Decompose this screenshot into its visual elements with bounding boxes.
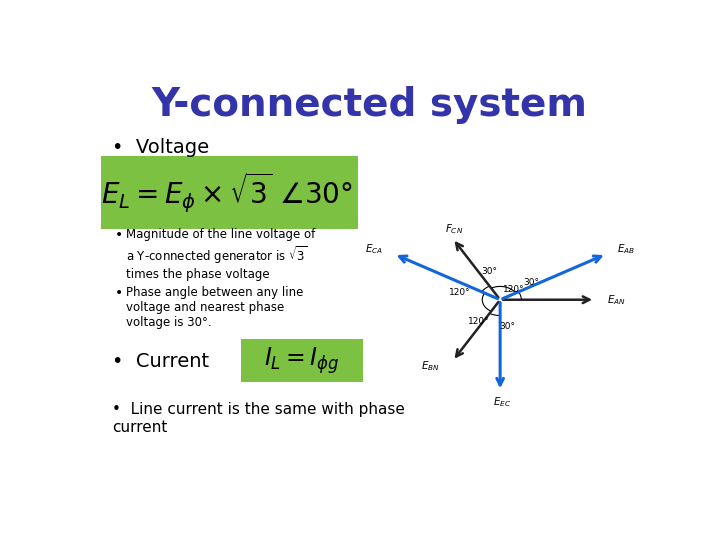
Text: $E_{EC}$: $E_{EC}$ [493, 395, 511, 409]
Text: •: • [115, 286, 123, 300]
Text: •  Line current is the same with phase
current: • Line current is the same with phase cu… [112, 402, 405, 435]
Text: 30°: 30° [481, 267, 497, 276]
Text: •  Voltage: • Voltage [112, 138, 210, 157]
Text: 30°: 30° [499, 322, 515, 331]
Text: $E_{BN}$: $E_{BN}$ [421, 359, 440, 373]
Text: Magnitude of the line voltage of
a Y-connected generator is $\sqrt{3}$
times the: Magnitude of the line voltage of a Y-con… [126, 228, 315, 281]
Text: 30°: 30° [523, 278, 539, 287]
FancyBboxPatch shape [240, 339, 364, 382]
Text: $I_L = I_{\phi g}$: $I_L = I_{\phi g}$ [264, 345, 340, 376]
Text: $E_{CA}$: $E_{CA}$ [365, 242, 383, 256]
Text: 120°: 120° [449, 288, 471, 297]
Text: Phase angle between any line
voltage and nearest phase
voltage is 30°.: Phase angle between any line voltage and… [126, 286, 304, 329]
Text: 120°: 120° [503, 285, 525, 294]
Text: Y-connected system: Y-connected system [151, 85, 587, 124]
Text: $E_{AB}$: $E_{AB}$ [617, 242, 635, 256]
FancyBboxPatch shape [101, 156, 358, 229]
Text: $F_{CN}$: $F_{CN}$ [445, 222, 464, 237]
Text: $E_L = E_\phi \times \sqrt{3}\ \angle 30°$: $E_L = E_\phi \times \sqrt{3}\ \angle 30… [101, 170, 353, 214]
Text: 120°: 120° [468, 317, 490, 326]
Text: $E_{AN}$: $E_{AN}$ [607, 293, 626, 307]
Text: •  Current: • Current [112, 352, 210, 370]
Text: •: • [115, 228, 123, 242]
